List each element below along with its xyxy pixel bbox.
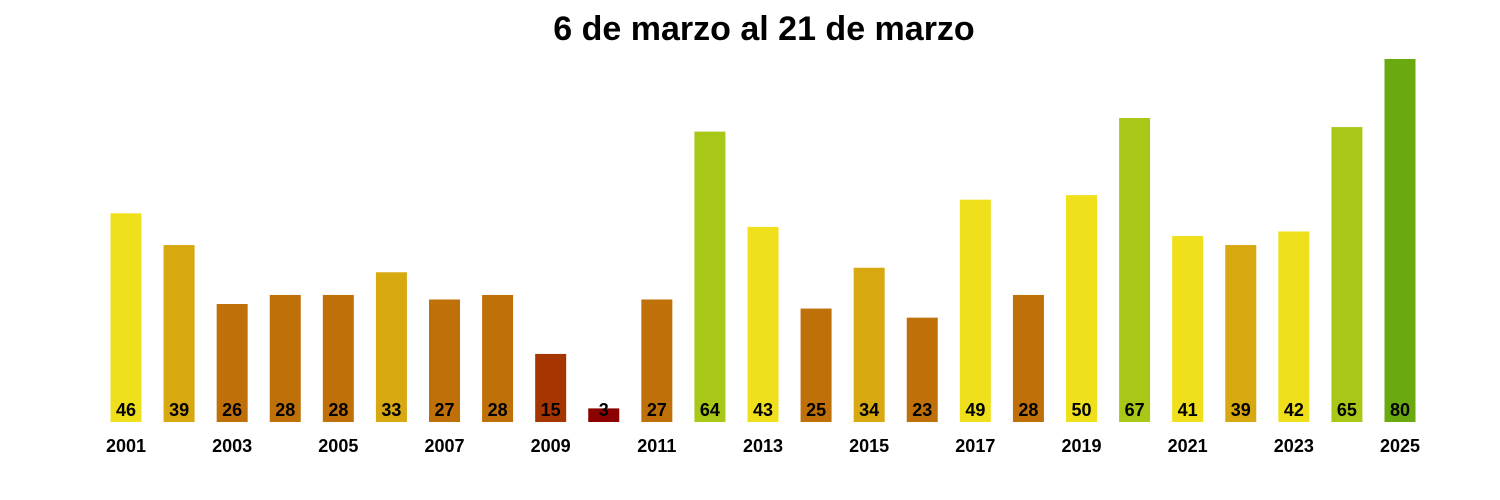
bar-2015 [853,267,885,422]
value-label-2020: 67 [1125,400,1145,420]
bar-2005 [322,294,354,422]
x-tick-label-2003: 2003 [212,436,252,456]
value-label-2003: 26 [222,400,242,420]
bar-2010 [588,408,620,422]
bar-2007 [429,299,460,422]
bar-2025 [1384,59,1416,422]
x-tick-label-2025: 2025 [1380,436,1420,456]
value-label-2019: 50 [1071,400,1091,420]
value-label-2021: 41 [1178,400,1198,420]
value-label-2012: 64 [700,400,720,420]
value-label-2018: 28 [1018,400,1038,420]
value-label-2005: 28 [328,400,348,420]
x-tick-label-2021: 2021 [1168,436,1208,456]
value-label-2024: 65 [1337,400,1357,420]
x-tick-label-2005: 2005 [318,436,358,456]
bar-2016 [906,317,938,422]
bar-2014 [800,308,832,422]
bar-2002 [163,245,195,422]
bar-2004 [269,294,301,422]
value-label-2006: 33 [381,400,401,420]
x-tick-label-2007: 2007 [424,436,464,456]
bar-2023 [1278,231,1310,422]
bar-2009 [535,353,567,422]
value-label-2011: 27 [647,400,667,420]
bar-2024 [1331,127,1363,422]
bars-group [110,59,1416,423]
bar-2022 [1225,245,1257,422]
bar-2013 [747,226,779,422]
bar-2012 [694,131,726,422]
bar-2017 [959,199,991,422]
value-labels-group: 46 39 26 28 28 33 27 28 15 3 27 64 43 25 34 23 49 28 50 67 4… [116,400,1410,420]
value-label-2022: 39 [1231,400,1251,420]
x-tick-label-2001: 2001 [106,436,146,456]
bar-2021 [1172,235,1204,422]
bar-2019 [1066,195,1097,422]
x-tick-label-2019: 2019 [1061,436,1101,456]
value-label-2004: 28 [275,400,295,420]
value-label-2008: 28 [488,400,508,420]
x-tick-label-2011: 2011 [637,436,676,456]
x-tick-labels-group: 2001 2003 2005 2007 2009 2011 2013 2015 2017 2019… [106,436,1420,456]
bar-2001 [110,213,142,422]
value-label-2007: 27 [434,400,454,420]
value-label-2016: 23 [912,400,932,420]
bar-2003 [216,304,248,422]
value-label-2010: 3 [599,400,609,420]
value-label-2017: 49 [965,400,985,420]
value-label-2015: 34 [859,400,879,420]
value-label-2002: 39 [169,400,189,420]
bar-2020 [1119,117,1151,423]
bar-2006 [375,272,407,422]
value-label-2009: 15 [541,400,561,420]
x-tick-label-2023: 2023 [1274,436,1314,456]
bar-2011 [641,299,673,422]
value-label-2025: 80 [1390,400,1410,420]
x-tick-label-2015: 2015 [849,436,889,456]
value-label-2023: 42 [1284,400,1304,420]
value-label-2014: 25 [806,400,826,420]
x-tick-label-2017: 2017 [955,436,995,456]
bar-2018 [1012,294,1044,422]
value-label-2013: 43 [753,400,773,420]
bar-2008 [482,294,514,422]
chart-title: 6 de marzo al 21 de marzo [553,10,975,48]
x-tick-label-2009: 2009 [531,436,571,456]
x-tick-label-2013: 2013 [743,436,783,456]
value-label-2001: 46 [116,400,136,420]
